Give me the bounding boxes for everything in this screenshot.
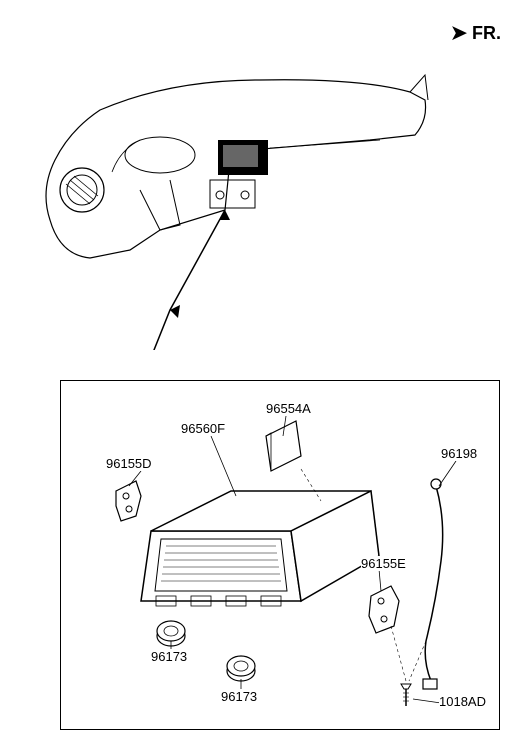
label-96173-left: 96173 bbox=[151, 649, 187, 664]
dashboard-drawing bbox=[30, 50, 500, 350]
label-96155D: 96155D bbox=[106, 456, 152, 471]
diagram-container: 96560F 96554A 96155D 96198 96155E 96173 … bbox=[30, 50, 500, 700]
label-96173-right: 96173 bbox=[221, 689, 257, 704]
arrow-icon: ➤ bbox=[450, 20, 468, 46]
label-96155E: 96155E bbox=[361, 556, 406, 571]
exploded-box: 96560F 96554A 96155D 96198 96155E 96173 … bbox=[60, 380, 500, 730]
label-96198: 96198 bbox=[441, 446, 477, 461]
label-1018AD: 1018AD bbox=[439, 694, 486, 709]
fr-indicator: ➤ FR. bbox=[450, 20, 501, 46]
fr-text: FR. bbox=[472, 23, 501, 44]
label-96560F: 96560F bbox=[181, 421, 225, 436]
label-96554A: 96554A bbox=[266, 401, 311, 416]
exploded-drawing bbox=[61, 381, 501, 731]
